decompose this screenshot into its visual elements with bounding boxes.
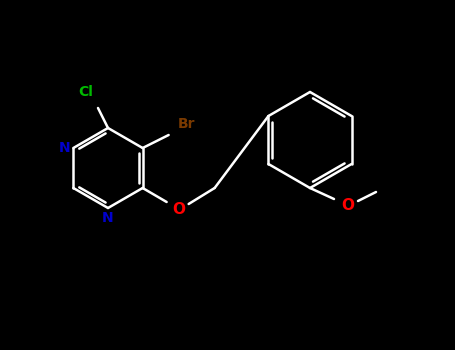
Text: O: O <box>342 198 354 214</box>
Text: Cl: Cl <box>79 85 93 99</box>
Text: N: N <box>102 211 114 225</box>
Text: O: O <box>172 203 185 217</box>
Text: Br: Br <box>178 117 195 131</box>
Text: N: N <box>59 141 70 155</box>
